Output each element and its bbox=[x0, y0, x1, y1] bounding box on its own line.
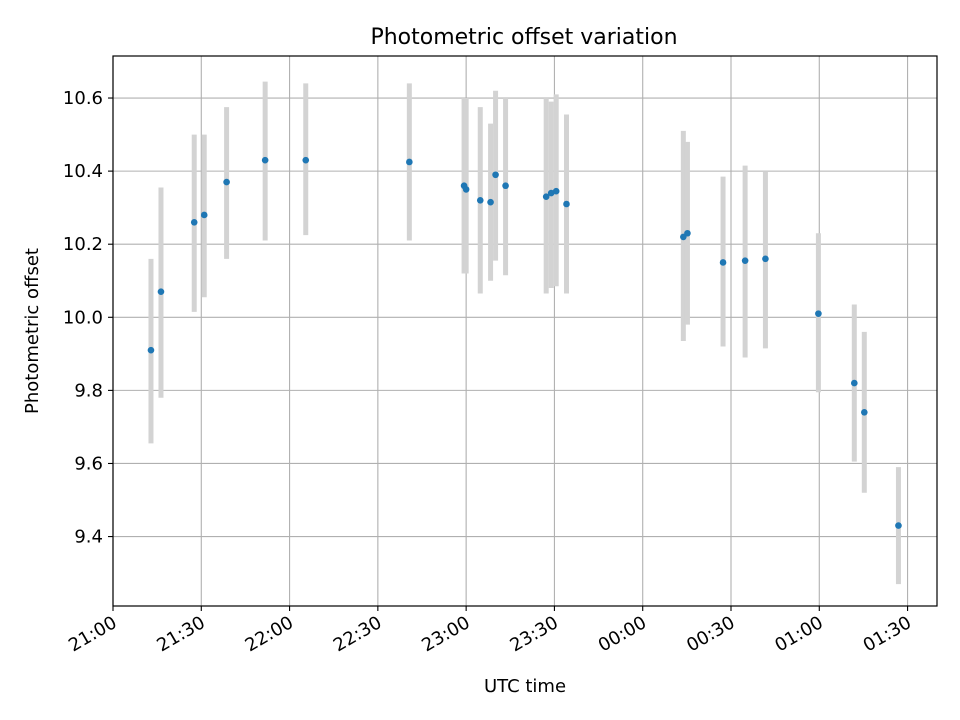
data-point bbox=[476, 197, 484, 204]
plot-frame bbox=[112, 55, 938, 607]
data-point bbox=[861, 409, 868, 416]
y-tick-label: 10.0 bbox=[63, 307, 103, 328]
data-point bbox=[552, 187, 560, 195]
y-axis-label: Photometric offset bbox=[22, 248, 43, 414]
data-point bbox=[487, 198, 494, 206]
y-tick-label: 9.4 bbox=[74, 527, 103, 548]
data-point bbox=[302, 156, 310, 164]
data-point bbox=[157, 288, 165, 296]
data-point bbox=[492, 171, 499, 179]
y-tick-label: 9.6 bbox=[74, 453, 103, 474]
y-tick-label: 10.2 bbox=[63, 234, 103, 255]
data-point bbox=[815, 310, 822, 317]
y-tick-label: 10.4 bbox=[63, 161, 103, 182]
data-point bbox=[684, 229, 691, 237]
data-point bbox=[223, 178, 230, 186]
x-axis-label: UTC time bbox=[484, 676, 566, 697]
data-point bbox=[741, 257, 749, 264]
data-point bbox=[462, 186, 470, 193]
data-point bbox=[851, 379, 858, 387]
data-point bbox=[502, 182, 509, 190]
data-point bbox=[406, 158, 413, 166]
data-point bbox=[762, 255, 769, 263]
y-tick-label: 9.8 bbox=[74, 380, 103, 401]
chart-title: Photometric offset variation bbox=[370, 25, 677, 50]
y-axis-ticks: 9.4 9.6 9.8 10.0 10.2 10.4 10.6 bbox=[63, 88, 113, 548]
data-point bbox=[895, 522, 902, 529]
grid bbox=[112, 56, 937, 606]
data-point bbox=[261, 156, 269, 164]
data-point bbox=[542, 193, 550, 200]
data-point bbox=[563, 200, 570, 208]
data-point bbox=[719, 259, 727, 266]
data-point bbox=[147, 346, 155, 354]
y-tick-label: 10.6 bbox=[63, 88, 103, 109]
data-point bbox=[547, 189, 555, 197]
data-point bbox=[190, 218, 198, 226]
data-points bbox=[147, 156, 902, 529]
data-point bbox=[200, 211, 208, 219]
